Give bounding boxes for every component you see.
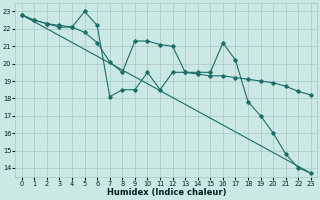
X-axis label: Humidex (Indice chaleur): Humidex (Indice chaleur) (107, 188, 226, 197)
